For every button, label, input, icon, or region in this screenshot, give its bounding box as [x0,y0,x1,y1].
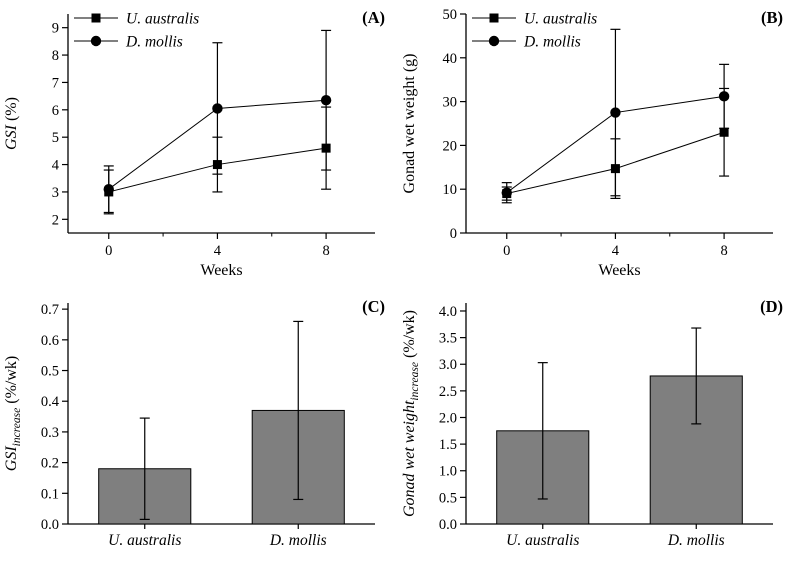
svg-text:0.2: 0.2 [41,456,59,472]
svg-text:U. australis: U. australis [108,532,181,549]
svg-text:0.0: 0.0 [41,517,59,533]
svg-text:GSIincrease (%/wk): GSIincrease (%/wk) [3,356,23,471]
svg-text:8: 8 [322,243,329,259]
panel-b: 0 10 20 30 40 50 0 4 8 Weeks U. australis D. mollis… [398,0,795,283]
svg-text:D. mollis: D. mollis [269,532,327,549]
svg-text:Weeks: Weeks [200,262,242,279]
svg-text:0.1: 0.1 [41,486,59,502]
svg-text:U. australis: U. australis [126,11,199,28]
svg-text:2: 2 [52,212,59,228]
svg-text:5: 5 [52,130,59,146]
svg-text:0.4: 0.4 [41,394,60,410]
svg-text:9: 9 [52,21,59,37]
svg-text:0.5: 0.5 [41,364,59,380]
panel-c: 0.0 0.1 0.2 0.3 0.4 0.5 0.6 0.7 U. australis D. m… [0,283,398,564]
svg-text:20: 20 [443,138,458,154]
svg-text:Gonad wet weightincrease (%/wk: Gonad wet weightincrease (%/wk) [401,310,421,517]
svg-text:(D): (D) [760,297,783,316]
svg-text:6: 6 [52,103,59,119]
svg-text:1.5: 1.5 [439,437,457,453]
svg-text:8: 8 [52,48,59,64]
svg-text:30: 30 [443,95,458,111]
svg-text:2.0: 2.0 [439,410,457,426]
svg-text:D. mollis: D. mollis [523,34,581,51]
svg-text:40: 40 [443,51,458,67]
svg-text:4: 4 [612,243,620,259]
svg-text:1.0: 1.0 [439,464,457,480]
svg-text:U. australis: U. australis [506,532,579,549]
gonad-wet-weight-increase-bar-chart: 0.0 0.5 1.0 1.5 2.0 2.5 3.0 3.5 4.0 U. australis D… [401,297,783,549]
svg-text:D. mollis: D. mollis [125,34,183,51]
svg-text:2.5: 2.5 [439,384,457,400]
svg-text:Gonad wet weight (g): Gonad wet weight (g) [401,54,418,194]
svg-text:GSI (%): GSI (%) [3,97,20,150]
gonad-wet-weight-vs-weeks-line-chart: 0 10 20 30 40 50 0 4 8 Weeks U. australis D. mollis… [401,7,783,279]
svg-text:(C): (C) [362,297,385,316]
svg-text:4.0: 4.0 [439,304,457,320]
svg-text:0: 0 [105,243,112,259]
svg-text:U. australis: U. australis [524,11,597,28]
gsi-vs-weeks-line-chart: 2 3 4 5 6 7 8 9 0 4 8 Weeks U. australis D. mollis GSI… [3,8,385,279]
svg-text:0.0: 0.0 [439,517,457,533]
svg-text:3.5: 3.5 [439,331,457,347]
svg-text:0: 0 [503,243,510,259]
svg-text:0.6: 0.6 [41,333,59,349]
svg-text:0.3: 0.3 [41,425,59,441]
svg-text:0: 0 [450,226,457,242]
svg-text:10: 10 [443,182,458,198]
svg-text:0.5: 0.5 [439,490,457,506]
svg-text:4: 4 [52,158,60,174]
svg-text:(B): (B) [761,8,783,27]
svg-text:Weeks: Weeks [598,262,640,279]
svg-text:8: 8 [720,243,727,259]
panel-d: 0.0 0.5 1.0 1.5 2.0 2.5 3.0 3.5 4.0 U. australis D… [398,283,795,564]
panel-a: 2 3 4 5 6 7 8 9 0 4 8 Weeks U. australis D. mollis GSI… [0,0,398,283]
svg-text:7: 7 [52,75,59,91]
svg-text:0.7: 0.7 [41,302,59,318]
gsi-increase-bar-chart: 0.0 0.1 0.2 0.3 0.4 0.5 0.6 0.7 U. australis D. m… [3,297,385,549]
svg-text:D. mollis: D. mollis [667,532,725,549]
svg-text:50: 50 [443,7,458,23]
svg-text:3: 3 [52,185,59,201]
svg-text:4: 4 [214,243,222,259]
svg-text:(A): (A) [362,8,385,27]
svg-text:3.0: 3.0 [439,357,457,373]
